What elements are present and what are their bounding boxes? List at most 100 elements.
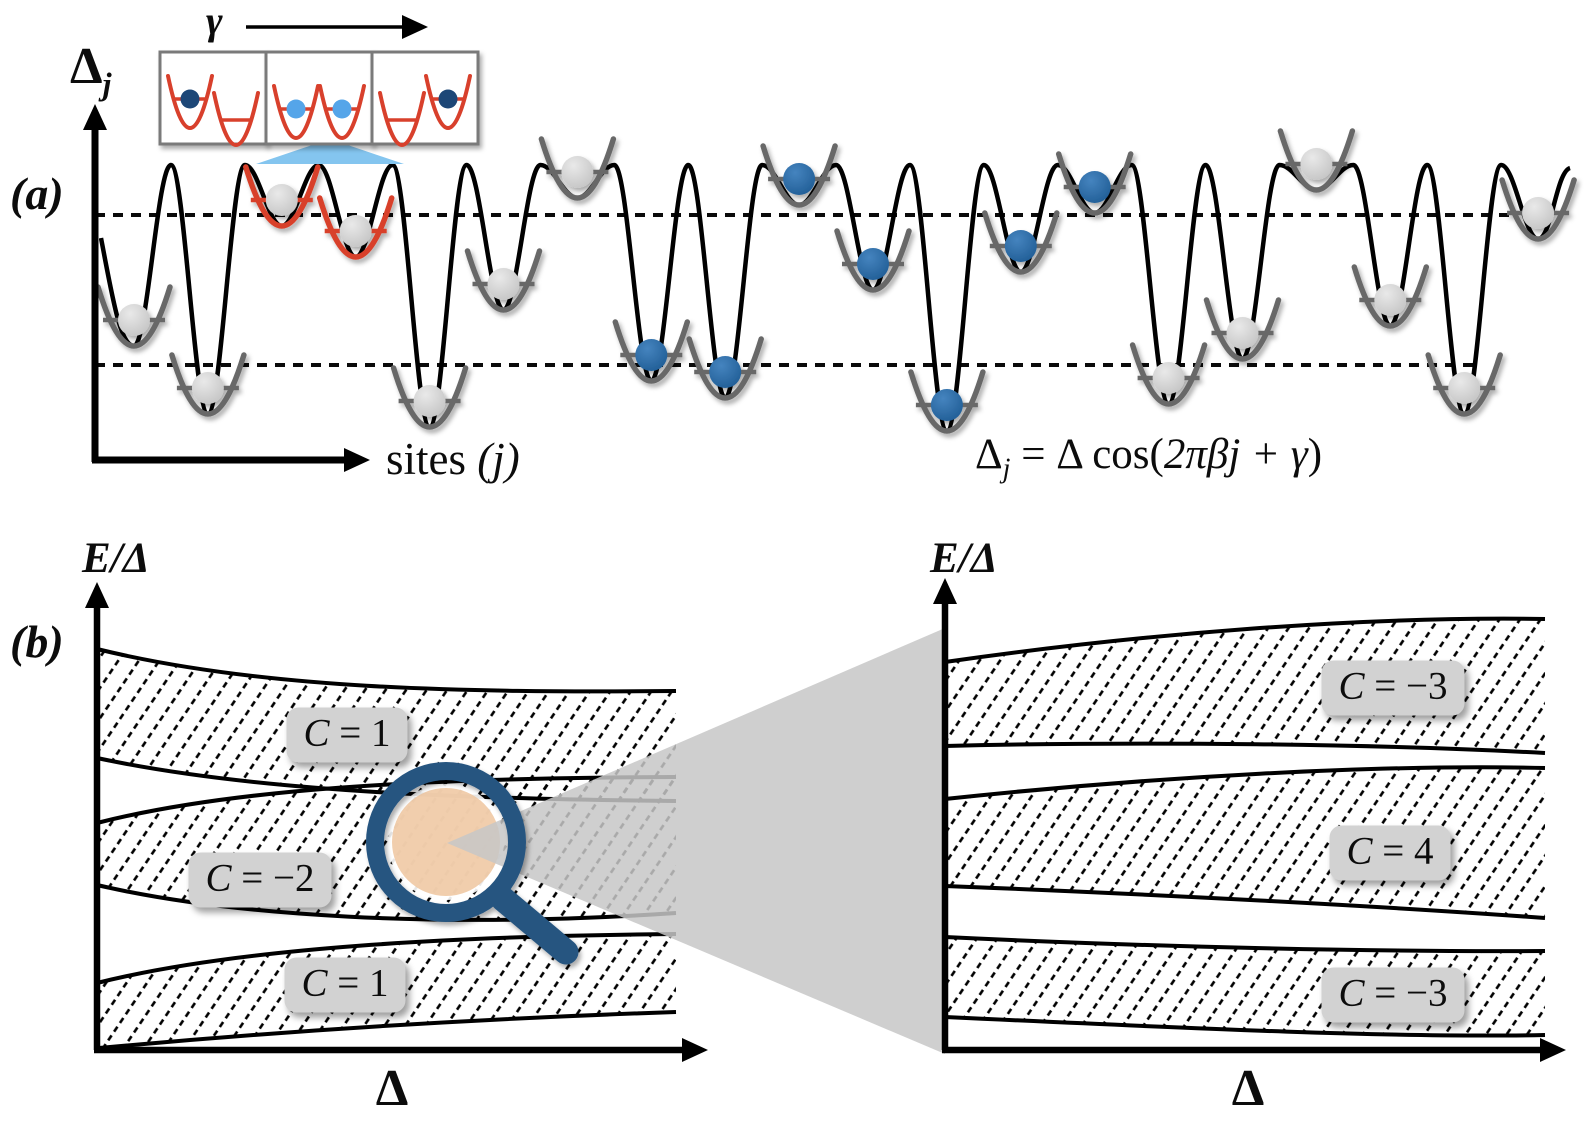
- chern-var: C: [1346, 829, 1373, 873]
- panel-a-label: (a): [10, 168, 64, 219]
- gray-atom-ball: [561, 156, 594, 188]
- chern-rest: = 1: [327, 961, 389, 1005]
- magnifier-ring: [366, 762, 526, 922]
- navy-atom-ball: [438, 89, 458, 109]
- well-parabola: [390, 365, 469, 430]
- blue-atom-ball: [783, 163, 816, 195]
- well-parabola: [464, 248, 543, 313]
- inset-well-parabola: [318, 84, 366, 140]
- well: [1499, 177, 1577, 242]
- left-band-0-upper-edge: [96, 647, 677, 694]
- well-parabola: [1425, 352, 1503, 417]
- zoom-cone: [447, 628, 945, 1054]
- well-parabola: [1499, 177, 1577, 242]
- inset-well-parabola: [212, 91, 260, 147]
- left-spectrum-y-label: E/Δ: [82, 535, 150, 582]
- blue-atom-ball: [857, 248, 889, 280]
- panel-a-lattice: [83, 15, 1577, 472]
- well-parabola: [1203, 297, 1282, 362]
- well: [908, 369, 986, 434]
- formula-close: ): [1307, 431, 1323, 478]
- gray-atom-ball: [1300, 148, 1333, 180]
- left-band-1-lower-edge: [96, 883, 677, 922]
- axis-arrowhead: [933, 578, 957, 604]
- well-parabola: [316, 195, 395, 260]
- left-band-2-lower-edge: [98, 1010, 677, 1050]
- highlighted-well: [243, 164, 321, 229]
- well: [1277, 128, 1356, 193]
- inset-well-parabola: [166, 74, 214, 130]
- chern-var: C: [1338, 971, 1365, 1015]
- axis-arrowhead: [344, 448, 370, 472]
- formula-eq: = Δ cos(: [1010, 431, 1164, 478]
- chern-var: C: [301, 961, 328, 1005]
- well: [95, 284, 173, 349]
- well-parabola: [95, 284, 173, 349]
- gray-atom-ball: [1374, 284, 1407, 316]
- sky-atom-ball: [332, 99, 352, 119]
- well: [1129, 342, 1208, 407]
- gray-atom-ball: [1522, 197, 1555, 229]
- axis-arrowhead: [682, 1038, 708, 1062]
- well-parabola: [982, 210, 1060, 275]
- well: [1351, 264, 1430, 329]
- blue-atom-ball: [709, 356, 742, 388]
- inset-pumping-cells: [158, 15, 480, 164]
- lens-glass: [392, 788, 500, 896]
- navy-atom-ball: [180, 89, 200, 109]
- gray-atom-ball: [265, 184, 298, 216]
- gray-atom-ball: [1152, 362, 1185, 394]
- right-band-2-lower-edge: [944, 1015, 1546, 1038]
- left-band-2-upper-edge: [96, 932, 677, 985]
- inset-well-parabola: [424, 74, 472, 130]
- panel-a-x-axis-label: sites (j): [386, 434, 520, 484]
- well: [390, 365, 469, 430]
- gray-atom-ball: [413, 385, 446, 417]
- callout-triangle: [256, 139, 404, 164]
- gray-atom-ball: [487, 268, 520, 300]
- left-band-1-upper-edge: [96, 775, 677, 825]
- right-spectrum-y-label: E/Δ: [930, 535, 998, 582]
- panel-a-y-axis-label: Δj: [70, 38, 112, 102]
- sites-var: (j): [477, 434, 520, 484]
- chern-label-right-bottom: C = −3: [1321, 967, 1465, 1023]
- well-parabola: [538, 136, 617, 201]
- left-spectrum-x-label: Δ: [375, 1060, 409, 1117]
- blue-atom-ball: [1004, 230, 1037, 262]
- gamma-label: γ: [206, 0, 223, 43]
- delta-base: Δ: [70, 38, 103, 95]
- chern-rest: = 4: [1372, 829, 1434, 873]
- well-parabola: [760, 143, 838, 208]
- formula-base: Δ: [975, 431, 1003, 478]
- well-parabola: [1351, 264, 1430, 329]
- well: [982, 210, 1060, 275]
- inset-cell-box: [264, 50, 374, 146]
- delta-sub: j: [102, 65, 112, 102]
- axis-arrowhead: [402, 15, 428, 39]
- well: [686, 336, 764, 401]
- chern-var: C: [205, 856, 232, 900]
- blue-atom-ball: [1078, 171, 1111, 203]
- formula-sub: j: [1002, 453, 1011, 485]
- right-band-1-lower-edge: [944, 884, 1546, 920]
- potential-formula: Δj = Δ cos(2πβj + γ): [975, 432, 1322, 484]
- well-parabola: [243, 164, 321, 229]
- chern-label-left-middle: C = −2: [188, 852, 332, 908]
- well: [1425, 352, 1503, 417]
- panel-b-spectra: [85, 578, 1566, 1062]
- well-parabola: [908, 369, 986, 434]
- well: [1203, 297, 1282, 362]
- right-band-0-lower-edge: [944, 741, 1546, 755]
- chern-rest: = 1: [329, 711, 391, 755]
- formula-arg: 2πβj + γ: [1163, 431, 1308, 478]
- well: [834, 228, 912, 293]
- right-band-0-hatch: [945, 618, 1545, 753]
- blue-atom-ball: [930, 389, 963, 421]
- panel-b-label: (b): [10, 616, 64, 667]
- inset-well-parabola: [378, 91, 426, 147]
- gray-atom-ball: [191, 372, 224, 404]
- chern-label-right-top: C = −3: [1321, 660, 1465, 716]
- sites-roman: sites: [386, 434, 478, 484]
- well-parabola: [834, 228, 912, 293]
